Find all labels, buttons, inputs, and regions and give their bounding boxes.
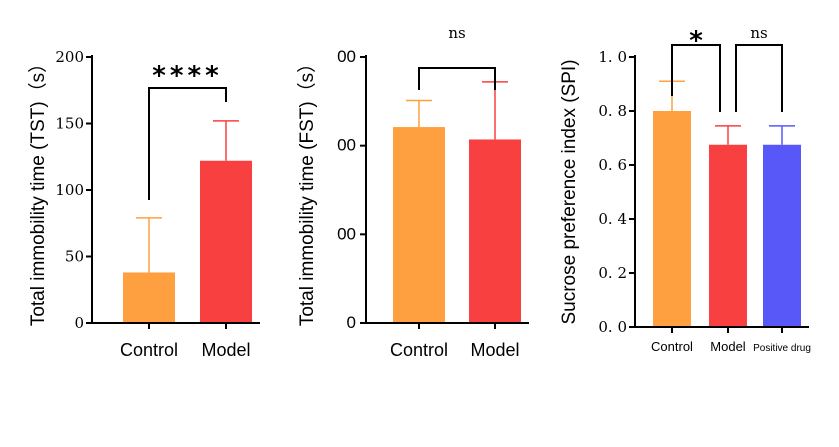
significance-bracket <box>418 67 496 90</box>
significance-label: **** <box>152 61 222 91</box>
significance-label: ns <box>750 24 767 42</box>
y-tick-label: 00 <box>337 47 356 66</box>
y-tick-label: 0. 4 <box>598 210 627 228</box>
x-tick-label: Positive drug <box>753 343 811 354</box>
significance-bracket <box>735 44 783 112</box>
bar-control <box>653 111 691 327</box>
y-tick-label: 00 <box>337 224 356 243</box>
y-tick-label: 0 <box>74 314 84 332</box>
significance-bracket <box>671 44 721 112</box>
x-tick-label: Control <box>651 339 693 354</box>
y-axis-label: Total immobility time (TST)（s） <box>27 54 49 326</box>
y-tick-label: 00 <box>337 136 356 155</box>
spi-bar-chart: 0. 0 0. 2 0. 4 0. 6 0. 8 1. 0 Control Model Posi… <box>559 24 811 354</box>
significance-label: * <box>689 26 703 56</box>
y-tick-label: 0 <box>347 313 356 332</box>
y-axis-label: Sucrose preference index (SPI) <box>559 59 580 324</box>
y-tick-label: 0. 6 <box>598 156 627 174</box>
y-tick-label: 150 <box>55 115 84 133</box>
significance-bracket <box>148 87 227 200</box>
significance-label: ns <box>448 24 465 42</box>
bar-model <box>709 144 747 327</box>
y-tick-label: 0. 2 <box>598 264 627 282</box>
bar-control <box>393 127 445 324</box>
bar-model <box>200 160 252 323</box>
x-tick-label: Model <box>470 340 519 360</box>
bar-model <box>469 139 521 323</box>
x-tick-label: Model <box>201 340 250 360</box>
y-tick-label: 100 <box>55 181 84 199</box>
bar-control <box>123 272 175 323</box>
bar-positive-drug <box>763 144 801 327</box>
y-tick-label: 0. 0 <box>598 318 627 336</box>
y-tick-label: 50 <box>65 248 84 266</box>
x-tick-label: Control <box>390 340 448 360</box>
y-tick-label: 1. 0 <box>598 48 627 66</box>
y-tick-label: 0. 8 <box>598 102 627 120</box>
y-tick-label: 200 <box>55 48 84 66</box>
y-axis-label: Total immobility time (FST)（s） <box>296 54 318 326</box>
x-tick-label: Control <box>120 340 178 360</box>
tst-bar-chart: 0 50 100 150 200 Control Model Total immobility… <box>27 48 260 360</box>
x-tick-label: Model <box>710 339 746 354</box>
